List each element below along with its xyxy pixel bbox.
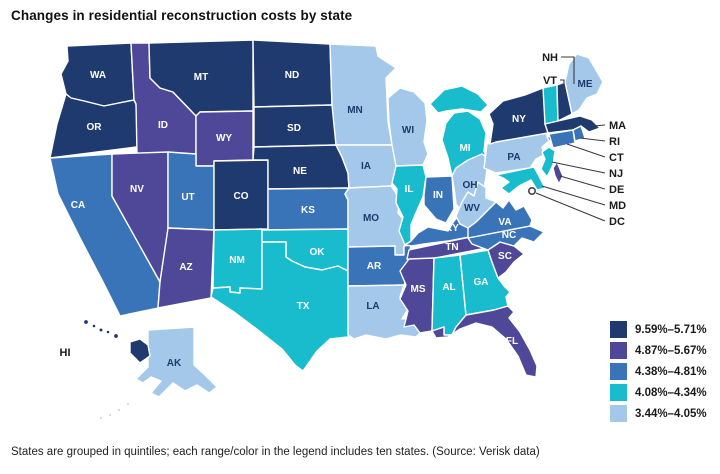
leader-ma: [592, 124, 606, 127]
state-shape-hi-island-5[interactable]: [112, 332, 120, 340]
leader-nj: [551, 161, 606, 174]
source-note: States are grouped in quintiles; each ra…: [11, 446, 540, 458]
state-shape-ne[interactable]: [252, 144, 350, 190]
legend-swatch-q4: [610, 384, 627, 401]
state-shape-md[interactable]: [495, 166, 546, 195]
leader-md: [541, 185, 606, 206]
leader-dc: [535, 192, 606, 222]
state-shape-wv[interactable]: [455, 181, 497, 229]
legend-label-q5: 3.44%–4.05%: [635, 407, 707, 420]
state-shape-nd[interactable]: [252, 39, 333, 108]
legend-label-q2: 4.87%–5.67%: [635, 344, 707, 357]
state-shape-me[interactable]: [564, 53, 604, 115]
state-shape-ak-aleutian-1[interactable]: [125, 401, 131, 407]
state-shape-wa[interactable]: [60, 42, 135, 107]
legend-item: 3.44%–4.05%: [610, 405, 707, 422]
callout-label-md: MD: [609, 200, 626, 212]
state-shape-wy[interactable]: [195, 110, 254, 167]
callout-label-nj: NJ: [609, 168, 623, 180]
state-shape-de[interactable]: [552, 161, 564, 185]
callout-label-de: DE: [609, 184, 624, 196]
state-shape-ma[interactable]: [544, 115, 601, 134]
leader-nh: [561, 56, 575, 84]
state-shape-wi[interactable]: [387, 87, 429, 167]
legend-label-q3: 4.38%–4.81%: [635, 365, 707, 378]
state-shape-hi-island-4[interactable]: [105, 329, 111, 335]
state-shape-nc[interactable]: [467, 225, 545, 251]
state-shape-hi-big-island[interactable]: [129, 338, 151, 364]
state-shape-hi-island-1[interactable]: [82, 318, 90, 326]
legend-item: 4.38%–4.81%: [610, 363, 707, 380]
callout-label-ma: MA: [609, 120, 626, 132]
state-shape-tx[interactable]: [210, 241, 361, 372]
legend: 9.59%–5.71% 4.87%–5.67% 4.38%–4.81% 4.08…: [610, 321, 707, 426]
state-shape-vt[interactable]: [542, 84, 559, 125]
leader-vt: [560, 79, 565, 93]
state-shape-sd[interactable]: [253, 104, 337, 148]
legend-label-q1: 9.59%–5.71%: [635, 323, 707, 336]
state-shape-fl[interactable]: [431, 305, 538, 378]
legend-item: 4.08%–4.34%: [610, 384, 707, 401]
legend-swatch-q3: [610, 363, 627, 380]
callout-label-vt: VT: [543, 75, 557, 87]
leader-ct: [566, 143, 606, 158]
state-shape-ks[interactable]: [267, 187, 350, 231]
page-title: Changes in residential reconstruction co…: [11, 8, 353, 23]
state-shape-ak-aleutian-2[interactable]: [116, 407, 122, 413]
legend-swatch-q2: [610, 342, 627, 359]
legend-item: 4.87%–5.67%: [610, 342, 707, 359]
state-shape-nm[interactable]: [212, 228, 263, 294]
callout-label-hi: HI: [60, 347, 71, 359]
callout-label-ri: RI: [609, 136, 620, 148]
legend-label-q4: 4.08%–4.34%: [635, 386, 707, 399]
state-shape-nj[interactable]: [540, 146, 556, 178]
state-shape-az[interactable]: [157, 227, 215, 309]
legend-item: 9.59%–5.71%: [610, 321, 707, 338]
state-shape-ms[interactable]: [399, 257, 435, 334]
state-shape-hi-island-3[interactable]: [98, 327, 104, 333]
state-shape-ak[interactable]: [135, 326, 218, 398]
callout-label-ct: CT: [609, 152, 624, 164]
state-shape-or[interactable]: [49, 93, 145, 159]
state-shape-ak-aleutian-4[interactable]: [98, 415, 104, 421]
state-shape-mn[interactable]: [329, 43, 397, 146]
state-shape-hi-island-2[interactable]: [91, 323, 97, 329]
callout-labels: HI NH VT MA RI CT NJ DE MD DC: [60, 52, 627, 359]
legend-swatch-q1: [610, 321, 627, 338]
callout-label-dc: DC: [609, 216, 625, 228]
callout-label-nh: NH: [542, 52, 558, 64]
state-shapes: [49, 39, 604, 421]
state-shape-co[interactable]: [213, 159, 269, 231]
legend-swatch-q5: [610, 405, 627, 422]
leader-ri: [579, 137, 606, 142]
state-shape-mi-upper[interactable]: [429, 85, 489, 114]
leader-de: [559, 175, 606, 190]
state-shape-ak-aleutian-3[interactable]: [107, 412, 113, 418]
callout-leader-lines: [535, 56, 606, 222]
state-shape-in[interactable]: [423, 175, 455, 224]
state-shape-ct[interactable]: [548, 129, 576, 149]
dc-marker[interactable]: [527, 187, 536, 196]
